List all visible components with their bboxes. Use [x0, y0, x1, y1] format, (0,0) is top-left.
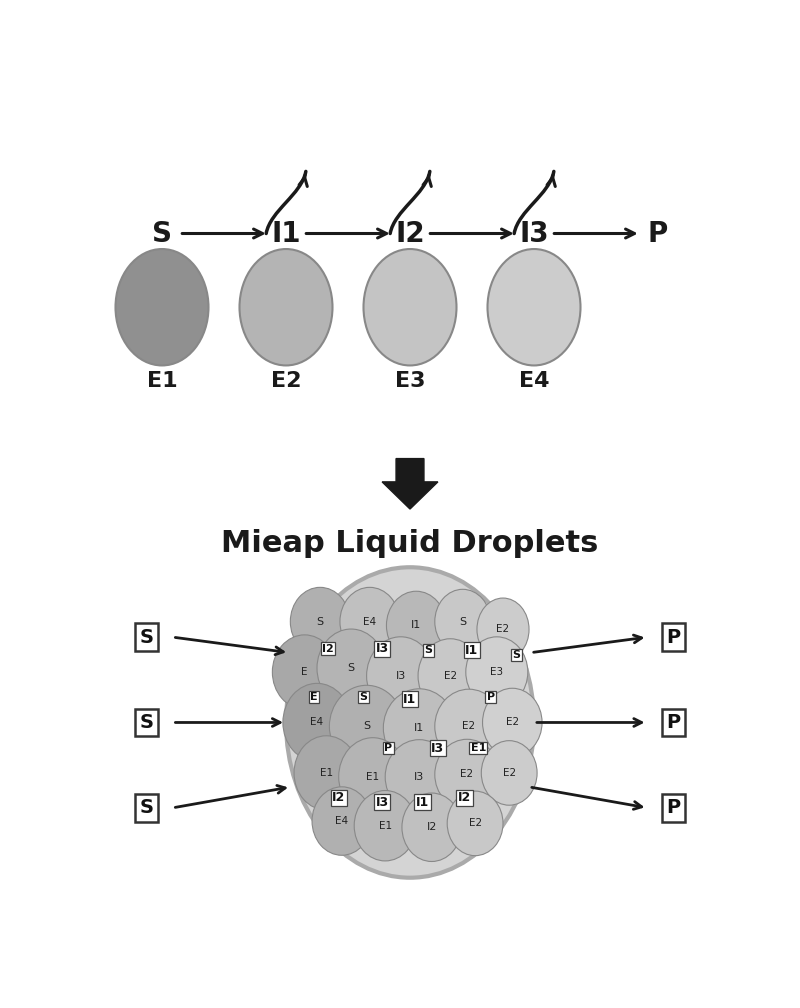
Text: E2: E2: [497, 624, 510, 634]
Text: E4: E4: [335, 816, 348, 827]
Text: S: S: [363, 722, 370, 732]
Text: S: S: [513, 650, 521, 660]
Text: S: S: [425, 645, 433, 655]
Text: E4: E4: [310, 718, 323, 728]
Text: I3: I3: [519, 220, 549, 248]
Ellipse shape: [354, 790, 416, 861]
Text: E2: E2: [506, 718, 519, 728]
Text: E3: E3: [394, 371, 426, 391]
Text: E: E: [302, 667, 308, 677]
Ellipse shape: [435, 739, 499, 809]
Text: I2: I2: [395, 220, 425, 248]
Ellipse shape: [477, 598, 529, 660]
Text: S: S: [359, 691, 367, 702]
Ellipse shape: [418, 639, 482, 713]
Text: S: S: [317, 617, 324, 627]
Text: I1: I1: [271, 220, 301, 248]
Text: S: S: [152, 220, 172, 248]
Ellipse shape: [435, 689, 503, 763]
Ellipse shape: [340, 588, 399, 656]
Text: P: P: [648, 220, 668, 248]
Ellipse shape: [383, 688, 455, 767]
Text: E1: E1: [320, 768, 333, 778]
Text: E1: E1: [470, 743, 486, 753]
Text: P: P: [486, 691, 494, 702]
Text: E2: E2: [461, 769, 474, 779]
Text: P: P: [666, 628, 681, 646]
Ellipse shape: [294, 736, 358, 810]
Text: I2: I2: [332, 791, 346, 804]
Ellipse shape: [435, 590, 490, 654]
Text: I3: I3: [414, 772, 425, 782]
Ellipse shape: [366, 637, 435, 715]
Text: E2: E2: [469, 818, 482, 829]
Text: S: S: [347, 663, 354, 673]
Ellipse shape: [317, 629, 386, 708]
Text: I1: I1: [403, 692, 417, 706]
Text: E2: E2: [444, 671, 457, 681]
Text: P: P: [666, 798, 681, 817]
Text: E2: E2: [462, 722, 475, 732]
Text: E2: E2: [270, 371, 302, 391]
Ellipse shape: [338, 738, 407, 815]
Text: E1: E1: [378, 821, 392, 831]
Circle shape: [239, 249, 333, 366]
Text: P: P: [666, 713, 681, 732]
Ellipse shape: [466, 637, 528, 708]
Ellipse shape: [290, 588, 350, 656]
Text: Mieap Liquid Droplets: Mieap Liquid Droplets: [222, 529, 598, 558]
Text: I1: I1: [414, 723, 425, 733]
Ellipse shape: [402, 793, 462, 862]
Text: I2: I2: [426, 823, 437, 833]
Text: I1: I1: [411, 621, 422, 630]
Ellipse shape: [447, 791, 503, 856]
Ellipse shape: [330, 685, 404, 767]
Circle shape: [487, 249, 581, 366]
Text: E: E: [310, 691, 318, 702]
Text: S: S: [139, 713, 154, 732]
Text: E3: E3: [490, 667, 503, 677]
Text: E4: E4: [363, 617, 376, 627]
Text: I3: I3: [375, 796, 389, 809]
Text: S: S: [459, 617, 466, 627]
Text: I3: I3: [395, 671, 406, 681]
Text: I1: I1: [416, 796, 429, 809]
Text: I2: I2: [322, 644, 334, 654]
Text: E1: E1: [146, 371, 178, 391]
Text: E2: E2: [502, 768, 516, 778]
Text: I2: I2: [458, 791, 471, 804]
Text: S: S: [139, 798, 154, 817]
Text: P: P: [384, 743, 392, 753]
Ellipse shape: [482, 741, 537, 805]
Text: I3: I3: [431, 742, 445, 755]
Ellipse shape: [386, 592, 446, 659]
Text: E1: E1: [366, 772, 379, 782]
Circle shape: [363, 249, 457, 366]
Ellipse shape: [482, 688, 542, 757]
FancyArrow shape: [382, 459, 438, 509]
Ellipse shape: [386, 740, 454, 814]
Text: I1: I1: [466, 644, 478, 657]
Ellipse shape: [312, 787, 371, 855]
Ellipse shape: [283, 683, 351, 762]
Circle shape: [115, 249, 209, 366]
Text: I3: I3: [375, 642, 389, 655]
Text: S: S: [139, 628, 154, 646]
Circle shape: [286, 568, 534, 878]
Ellipse shape: [272, 635, 337, 710]
Text: E4: E4: [518, 371, 550, 391]
